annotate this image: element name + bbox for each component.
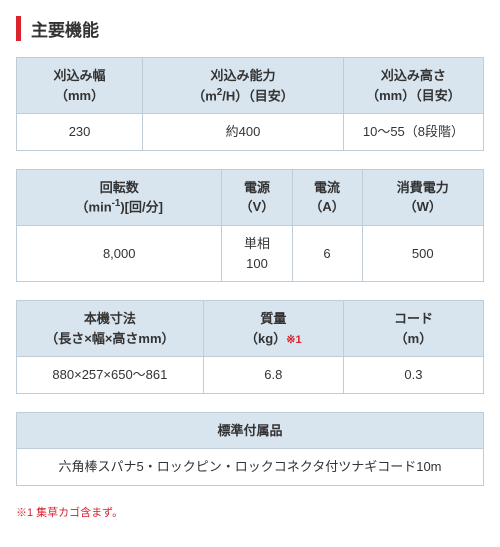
label: （A） xyxy=(309,199,344,214)
spec-table-2: 回転数 （min-1)[回/分] 電源 （V） 電流 （A） 消費電力 （W） … xyxy=(16,169,484,282)
label: 刈込み能力 xyxy=(210,68,275,83)
label: （min xyxy=(76,200,112,215)
td: 六角棒スパナ5・ロックピン・ロックコネクタ付ツナギコード10m xyxy=(17,449,484,486)
td: 500 xyxy=(362,226,483,282)
section-title: 主要機能 xyxy=(16,16,484,41)
table-row: 230 約400 10～55（8段階） xyxy=(17,114,484,151)
label: 刈込み幅 xyxy=(54,68,106,83)
label: 消費電力 xyxy=(397,180,449,195)
td: 10～55（8段階） xyxy=(343,114,483,151)
td: 単相 100 xyxy=(222,226,292,282)
label: /H）（目安） xyxy=(222,88,294,103)
th-power: 消費電力 （W） xyxy=(362,169,483,225)
table-header-row: 刈込み幅 （mm） 刈込み能力 （m2/H）（目安） 刈込み高さ （mm）（目安… xyxy=(17,58,484,114)
table-row: 8,000 単相 100 6 500 xyxy=(17,226,484,282)
td: 6 xyxy=(292,226,362,282)
table-row: 六角棒スパナ5・ロックピン・ロックコネクタ付ツナギコード10m xyxy=(17,449,484,486)
label: 本機寸法 xyxy=(84,311,136,326)
spec-table-3: 本機寸法 （長さ×幅×高さmm） 質量 （kg）※1 コード （m） 880×2… xyxy=(16,300,484,394)
th-cut-height: 刈込み高さ （mm）（目安） xyxy=(343,58,483,114)
spec-table-4: 標準付属品 六角棒スパナ5・ロックピン・ロックコネクタ付ツナギコード10m xyxy=(16,412,484,486)
footnote: ※1 集草カゴ含まず。 xyxy=(16,504,484,520)
label: （kg） xyxy=(245,331,286,346)
th-accessories: 標準付属品 xyxy=(17,412,484,449)
label: 回転数 xyxy=(100,180,139,195)
th-cord: コード （m） xyxy=(343,301,483,357)
value: 100 xyxy=(246,256,268,271)
label: 質量 xyxy=(260,311,286,326)
label: 電流 xyxy=(314,180,340,195)
label: （mm） xyxy=(55,88,104,103)
label: （mm）（目安） xyxy=(366,88,461,103)
td: 230 xyxy=(17,114,143,151)
spec-table-1: 刈込み幅 （mm） 刈込み能力 （m2/H）（目安） 刈込み高さ （mm）（目安… xyxy=(16,57,484,151)
th-dimensions: 本機寸法 （長さ×幅×高さmm） xyxy=(17,301,204,357)
value: 単相 xyxy=(244,236,270,251)
label: 刈込み高さ xyxy=(381,68,446,83)
th-cut-width: 刈込み幅 （mm） xyxy=(17,58,143,114)
td: 6.8 xyxy=(203,357,343,394)
label: （m xyxy=(192,88,217,103)
td: 8,000 xyxy=(17,226,222,282)
label: )[回/分] xyxy=(120,200,163,215)
label: （m） xyxy=(395,331,433,346)
th-mass: 質量 （kg）※1 xyxy=(203,301,343,357)
label: コード xyxy=(394,311,433,326)
label: 電源 xyxy=(244,180,270,195)
table-header-row: 回転数 （min-1)[回/分] 電源 （V） 電流 （A） 消費電力 （W） xyxy=(17,169,484,225)
td: 0.3 xyxy=(343,357,483,394)
th-voltage: 電源 （V） xyxy=(222,169,292,225)
label: （W） xyxy=(404,199,442,214)
table-header-row: 標準付属品 xyxy=(17,412,484,449)
table-row: 880×257×650～861 6.8 0.3 xyxy=(17,357,484,394)
label: （長さ×幅×高さmm） xyxy=(45,331,174,346)
note-mark: ※1 xyxy=(286,334,301,346)
th-rpm: 回転数 （min-1)[回/分] xyxy=(17,169,222,225)
label: （V） xyxy=(240,199,275,214)
th-cut-capacity: 刈込み能力 （m2/H）（目安） xyxy=(143,58,344,114)
td: 880×257×650～861 xyxy=(17,357,204,394)
th-current: 電流 （A） xyxy=(292,169,362,225)
table-header-row: 本機寸法 （長さ×幅×高さmm） 質量 （kg）※1 コード （m） xyxy=(17,301,484,357)
td: 約400 xyxy=(143,114,344,151)
